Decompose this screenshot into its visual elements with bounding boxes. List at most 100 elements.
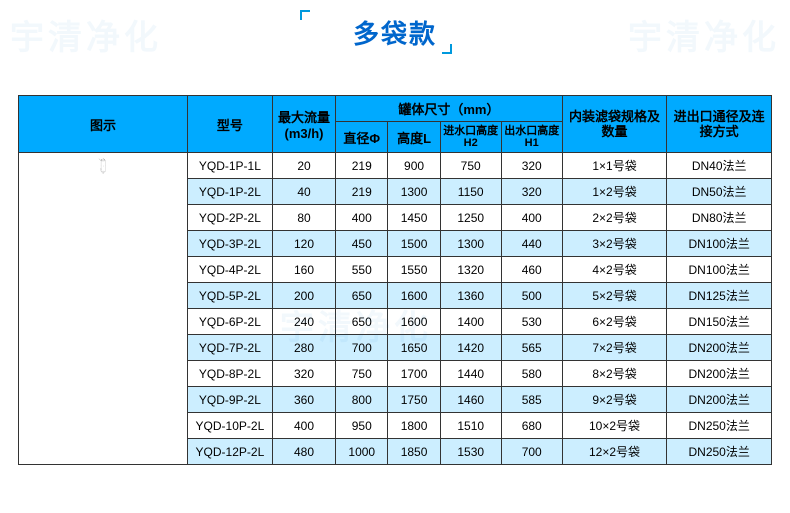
cell-bag: 2×2号袋 (562, 205, 667, 231)
cell-model: YQD-7P-2L (187, 335, 272, 361)
cell-h2: 1250 (440, 205, 501, 231)
cell-h1: 700 (501, 439, 562, 465)
cell-h1: 320 (501, 179, 562, 205)
cell-flow: 20 (272, 153, 335, 179)
cell-h1: 585 (501, 387, 562, 413)
cell-h2: 1300 (440, 231, 501, 257)
cell-flow: 280 (272, 335, 335, 361)
cell-h2: 1440 (440, 361, 501, 387)
cell-model: YQD-1P-2L (187, 179, 272, 205)
cell-port: DN200法兰 (667, 361, 772, 387)
cell-flow: 480 (272, 439, 335, 465)
cell-bag: 12×2号袋 (562, 439, 667, 465)
cell-h: 1600 (388, 283, 440, 309)
cell-model: YQD-8P-2L (187, 361, 272, 387)
cell-h1: 400 (501, 205, 562, 231)
cell-model: YQD-5P-2L (187, 283, 272, 309)
cell-bag: 1×2号袋 (562, 179, 667, 205)
cell-model: YQD-3P-2L (187, 231, 272, 257)
cell-h2: 1420 (440, 335, 501, 361)
header-maxflow-label: 最大流量 (278, 110, 330, 125)
header-outlet: 出水口高度H1 (501, 122, 562, 153)
header-bagspec: 内装滤袋规格及数量 (562, 96, 667, 153)
cell-h1: 320 (501, 153, 562, 179)
cell-h2: 1320 (440, 257, 501, 283)
diagram-cell: NS Φ (19, 153, 188, 465)
cell-dia: 400 (336, 205, 388, 231)
corner-decoration (442, 44, 452, 54)
cell-model: YQD-6P-2L (187, 309, 272, 335)
cell-port: DN250法兰 (667, 439, 772, 465)
cell-bag: 7×2号袋 (562, 335, 667, 361)
filter-diagram: NS Φ (23, 157, 183, 174)
cell-flow: 320 (272, 361, 335, 387)
cell-h1: 440 (501, 231, 562, 257)
cell-port: DN200法兰 (667, 335, 772, 361)
cell-model: YQD-9P-2L (187, 387, 272, 413)
cell-dia: 1000 (336, 439, 388, 465)
header-port: 进出口通径及连接方式 (667, 96, 772, 153)
cell-model: YQD-12P-2L (187, 439, 272, 465)
table-row: NS Φ YQD-1P-1L202199007503201×1号袋DN40法兰 (19, 153, 772, 179)
header-maxflow-unit: (m3/h) (284, 126, 323, 141)
cell-model: YQD-4P-2L (187, 257, 272, 283)
spec-table: 图示 型号 最大流量 (m3/h) 罐体尺寸（mm） 内装滤袋规格及数量 进出口… (18, 95, 772, 465)
cell-h: 1550 (388, 257, 440, 283)
cell-port: DN40法兰 (667, 153, 772, 179)
cell-model: YQD-2P-2L (187, 205, 272, 231)
cell-bag: 3×2号袋 (562, 231, 667, 257)
cell-bag: 10×2号袋 (562, 413, 667, 439)
cell-dia: 650 (336, 283, 388, 309)
spec-table-container: 图示 型号 最大流量 (m3/h) 罐体尺寸（mm） 内装滤袋规格及数量 进出口… (18, 95, 772, 465)
cell-dia: 219 (336, 153, 388, 179)
cell-h2: 1150 (440, 179, 501, 205)
cell-flow: 80 (272, 205, 335, 231)
header-tanksize: 罐体尺寸（mm） (336, 96, 563, 122)
cell-dia: 950 (336, 413, 388, 439)
cell-h1: 530 (501, 309, 562, 335)
cell-port: DN125法兰 (667, 283, 772, 309)
cell-h: 1450 (388, 205, 440, 231)
cell-h1: 500 (501, 283, 562, 309)
page-title: 多袋款 (353, 14, 437, 51)
cell-flow: 240 (272, 309, 335, 335)
header-diameter: 直径Φ (336, 122, 388, 153)
cell-bag: 4×2号袋 (562, 257, 667, 283)
cell-bag: 6×2号袋 (562, 309, 667, 335)
cell-dia: 450 (336, 231, 388, 257)
cell-dia: 700 (336, 335, 388, 361)
cell-flow: 40 (272, 179, 335, 205)
cell-h: 1500 (388, 231, 440, 257)
cell-dia: 219 (336, 179, 388, 205)
cell-bag: 8×2号袋 (562, 361, 667, 387)
cell-model: YQD-1P-1L (187, 153, 272, 179)
cell-dia: 550 (336, 257, 388, 283)
header-height: 高度L (388, 122, 440, 153)
cell-h2: 1360 (440, 283, 501, 309)
header-model: 型号 (187, 96, 272, 153)
cell-flow: 120 (272, 231, 335, 257)
cell-h2: 1400 (440, 309, 501, 335)
cell-flow: 160 (272, 257, 335, 283)
cell-bag: 5×2号袋 (562, 283, 667, 309)
cell-dia: 650 (336, 309, 388, 335)
cell-dia: 750 (336, 361, 388, 387)
cell-flow: 360 (272, 387, 335, 413)
cell-bag: 1×1号袋 (562, 153, 667, 179)
cell-port: DN50法兰 (667, 179, 772, 205)
cell-h: 1300 (388, 179, 440, 205)
cell-h: 1700 (388, 361, 440, 387)
cell-h: 1650 (388, 335, 440, 361)
cell-model: YQD-10P-2L (187, 413, 272, 439)
cell-h2: 1510 (440, 413, 501, 439)
cell-h2: 750 (440, 153, 501, 179)
cell-port: DN100法兰 (667, 257, 772, 283)
cell-h1: 680 (501, 413, 562, 439)
svg-text:Φ: Φ (103, 166, 104, 167)
cell-dia: 800 (336, 387, 388, 413)
cell-flow: 200 (272, 283, 335, 309)
cell-port: DN80法兰 (667, 205, 772, 231)
cell-port: DN250法兰 (667, 413, 772, 439)
cell-flow: 400 (272, 413, 335, 439)
cell-h: 1600 (388, 309, 440, 335)
